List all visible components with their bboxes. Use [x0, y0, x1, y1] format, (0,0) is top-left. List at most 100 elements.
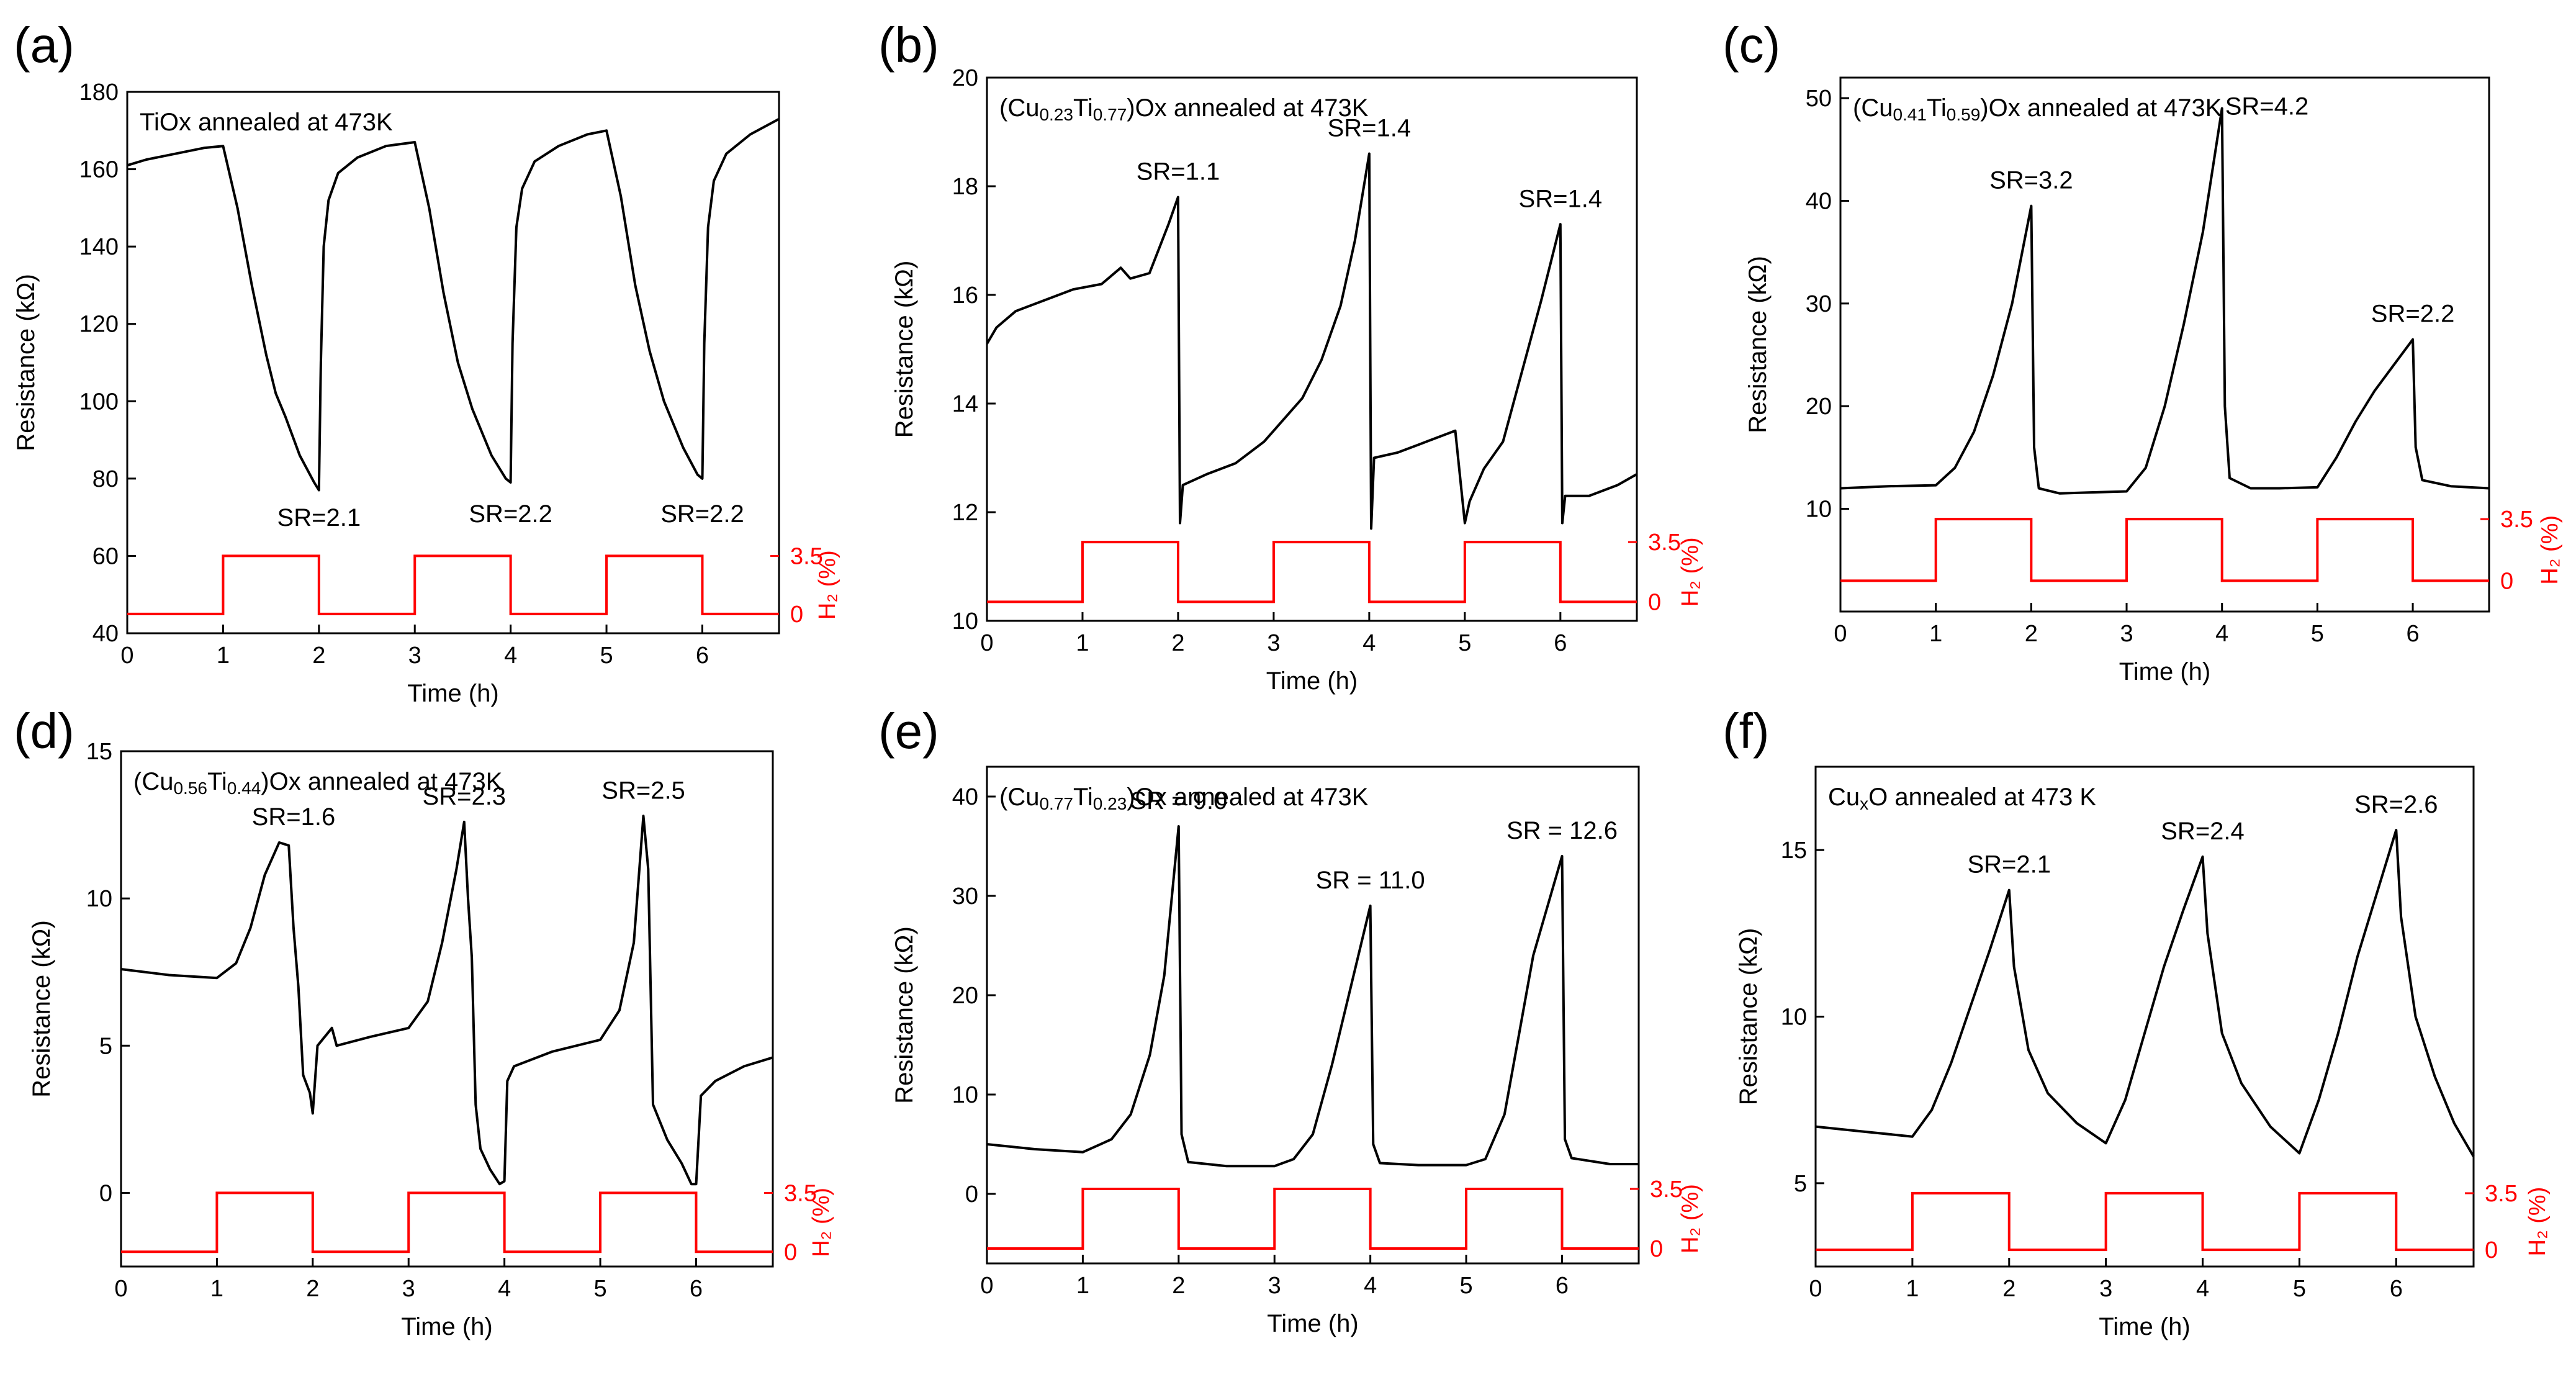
x-tick-label: 4	[1362, 630, 1376, 656]
title-part: TiOx annealed at 473K	[140, 109, 393, 136]
x-tick-label: 0	[1809, 1276, 1822, 1302]
x-tick-label: 1	[210, 1276, 223, 1302]
title-subscript: 0.59	[1947, 105, 1981, 124]
title-subscript: x	[1860, 794, 1868, 813]
resistance-series-line	[1815, 829, 2475, 1157]
sr-annotation: SR=2.1	[277, 504, 361, 531]
x-tick-label: 2	[2025, 621, 2038, 647]
title-part: Ti	[1073, 94, 1093, 122]
sr-annotation: SR = 12.6	[1506, 817, 1618, 844]
resistance-series-line	[986, 825, 1639, 1168]
resistance-series-line	[986, 152, 1637, 530]
y-axis-label: Resistance (kΩ)	[1735, 928, 1762, 1106]
title-subscript: 0.23	[1039, 105, 1073, 124]
x-tick-label: 1	[1929, 621, 1942, 647]
y-tick-label: 10	[1806, 497, 1832, 523]
x-tick-label: 3	[408, 643, 421, 669]
x-tick-label: 5	[593, 1276, 606, 1302]
y-tick-label: 10	[1781, 1005, 1807, 1031]
h2-tick-label: 0	[2485, 1237, 2498, 1263]
title-subscript: 0.56	[173, 779, 207, 798]
x-tick-label: 2	[312, 643, 325, 669]
title-subscript: 0.77	[1039, 794, 1073, 813]
plot-frame	[986, 766, 1640, 1265]
y-tick-label: 0	[965, 1181, 978, 1208]
x-tick-label: 5	[1458, 630, 1471, 656]
y-tick-label: 15	[86, 739, 112, 765]
y-tick-label: 20	[952, 983, 978, 1009]
x-tick-label: 0	[1834, 621, 1847, 647]
chart-panel-3: (c) 0 1 2 3 4 5 6 10 20 30 40 50 Time (h) Resistance (…	[1723, 17, 2563, 685]
y-tick-label: 40	[1806, 188, 1832, 214]
title-subscript: 0.77	[1093, 105, 1127, 124]
sr-annotation: SR=3.2	[1989, 167, 2073, 194]
h2-tick-label: 0	[1650, 1236, 1663, 1262]
y-tick-label: 60	[92, 543, 119, 569]
y-tick-label: 5	[1794, 1171, 1807, 1197]
h2-tick-label: 0	[1648, 589, 1661, 615]
y-tick-label: 15	[1781, 838, 1807, 864]
title-subscript: 0.23	[1093, 794, 1127, 813]
y-tick-label: 40	[952, 784, 978, 810]
x-tick-label: 3	[1267, 630, 1280, 656]
sr-annotation: SR=2.2	[2371, 300, 2455, 328]
chart-panel-6: (f) 0 1 2 3 4 5 6 5 10 15 Time (h) Resistance (kΩ) 0 3…	[1723, 703, 2551, 1340]
x-tick-label: 2	[1172, 1273, 1185, 1299]
y-tick-label: 180	[79, 79, 119, 106]
title-part: Ti	[207, 768, 227, 795]
title-part: (Cu	[1853, 94, 1893, 122]
x-tick-label: 6	[2406, 621, 2419, 647]
title-part: (Cu	[999, 784, 1039, 811]
h2-pulse-line	[987, 1188, 1639, 1250]
sr-annotation: SR=4.2	[2225, 93, 2309, 120]
panel-label: (f)	[1723, 703, 1770, 759]
h2-tick-label: 3.5	[1648, 530, 1681, 556]
h2-pulse-line	[1840, 518, 2489, 582]
x-tick-label: 1	[217, 643, 230, 669]
sr-annotation: SR=2.1	[1967, 851, 2051, 878]
plot-frame	[1839, 76, 2490, 613]
panel-title: (Cu0.77Ti0.23)Ox annealed at 473K	[999, 784, 1369, 813]
x-tick-label: 6	[1554, 630, 1567, 656]
h2-tick-label: 3.5	[2485, 1181, 2518, 1207]
x-tick-label: 6	[1556, 1273, 1569, 1299]
y-tick-label: 140	[79, 234, 119, 260]
sr-annotation: SR=2.2	[660, 500, 744, 528]
h2-axis-label: H₂ (%)	[2524, 1187, 2551, 1257]
sr-annotation: SR=2.4	[2161, 818, 2245, 845]
panel-title: (Cu0.56Ti0.44)Ox annealed at 473K	[133, 768, 503, 798]
h2-tick-label: 3.5	[784, 1180, 817, 1206]
resistance-series-line	[1840, 107, 2490, 495]
y-tick-label: 16	[952, 282, 978, 309]
x-axis-label: Time (h)	[407, 680, 498, 707]
h2-tick-label: 3.5	[790, 543, 823, 569]
x-tick-label: 3	[1268, 1273, 1281, 1299]
x-tick-label: 3	[2120, 621, 2133, 647]
y-tick-label: 160	[79, 157, 119, 183]
panel-label: (d)	[14, 703, 74, 759]
title-part: )Ox annealed at 473K	[1127, 784, 1368, 811]
h2-pulse-line	[121, 1191, 773, 1253]
x-axis-label: Time (h)	[1266, 667, 1358, 695]
y-tick-label: 40	[92, 621, 119, 647]
sr-annotation: SR=1.1	[1137, 158, 1220, 186]
x-tick-label: 4	[498, 1276, 511, 1302]
x-tick-label: 6	[696, 643, 709, 669]
h2-tick-label: 0	[790, 602, 803, 628]
title-part: Cu	[1828, 784, 1860, 811]
sr-annotation: SR = 11.0	[1316, 867, 1425, 894]
y-tick-label: 100	[79, 389, 119, 415]
panel-label: (a)	[14, 17, 74, 73]
x-tick-label: 4	[504, 643, 517, 669]
plot-frame	[126, 91, 780, 635]
h2-pulse-line	[987, 541, 1637, 603]
x-tick-label: 5	[2293, 1276, 2306, 1302]
h2-tick-label: 3.5	[2500, 507, 2533, 533]
y-axis-label: Resistance (kΩ)	[28, 920, 55, 1098]
y-tick-label: 10	[952, 1082, 978, 1108]
title-part: (Cu	[133, 768, 173, 795]
sr-annotation: SR=1.4	[1328, 115, 1412, 142]
y-axis-label: Resistance (kΩ)	[1744, 256, 1772, 433]
y-tick-label: 80	[92, 466, 119, 492]
